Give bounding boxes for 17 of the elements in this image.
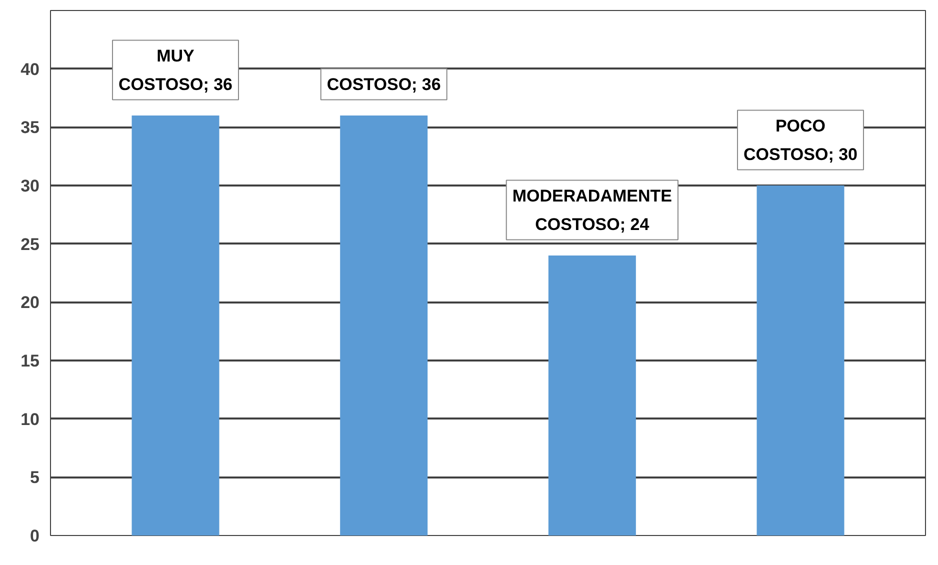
bar bbox=[132, 116, 220, 536]
y-tick-label: 40 bbox=[20, 60, 40, 79]
data-label: COSTOSO; 36 bbox=[326, 74, 441, 94]
y-tick-label: 30 bbox=[20, 176, 40, 196]
bar bbox=[548, 256, 636, 536]
y-tick-label: 0 bbox=[30, 526, 40, 546]
y-tick-label: 20 bbox=[20, 293, 40, 312]
y-tick-label: 35 bbox=[20, 118, 40, 138]
bar bbox=[756, 186, 844, 536]
y-tick-label: 10 bbox=[20, 410, 40, 429]
data-label: POCO COSTOSO; 30 bbox=[744, 116, 858, 164]
bar bbox=[340, 116, 428, 536]
data-label: MODERADAMENTE COSTOSO; 24 bbox=[512, 186, 672, 234]
y-tick-label: 15 bbox=[20, 352, 40, 370]
y-tick-label: 25 bbox=[20, 234, 40, 254]
data-label: MUY COSTOSO; 36 bbox=[118, 46, 233, 94]
y-tick-label: 5 bbox=[30, 468, 40, 488]
